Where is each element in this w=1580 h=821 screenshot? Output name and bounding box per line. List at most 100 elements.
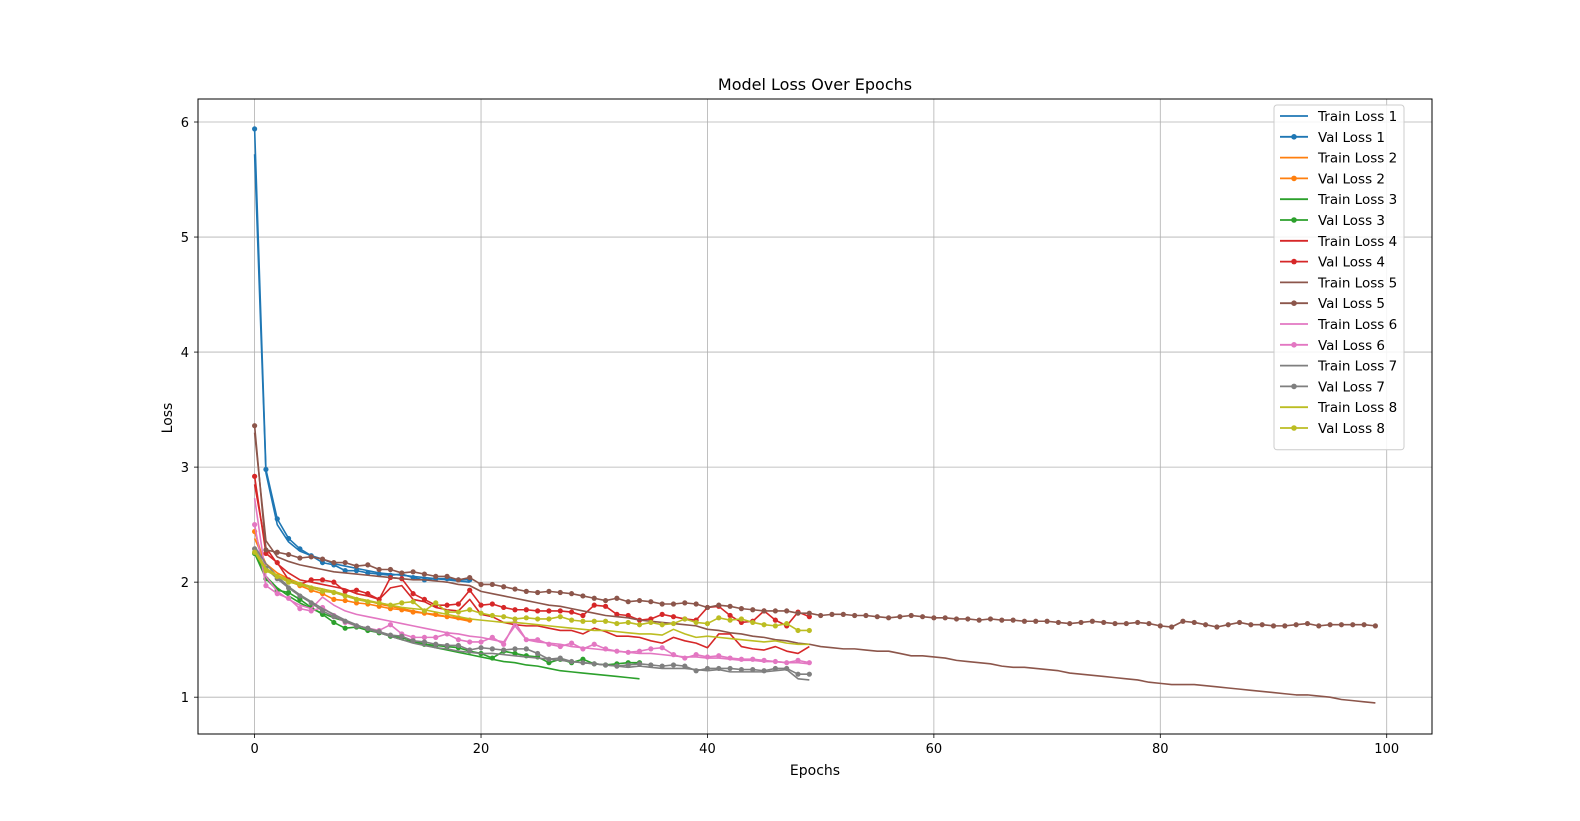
data-point <box>750 656 756 662</box>
data-point <box>716 602 722 608</box>
data-point <box>512 646 518 652</box>
data-point <box>512 650 518 657</box>
data-point <box>636 597 643 604</box>
data-point <box>285 595 292 601</box>
data-point <box>274 591 280 597</box>
legend-item: Val Loss 3 <box>1280 213 1385 229</box>
data-point <box>591 641 597 647</box>
data-point <box>501 604 507 611</box>
data-point <box>670 601 677 607</box>
data-point <box>376 571 382 577</box>
data-point <box>319 577 326 583</box>
data-point <box>455 577 461 583</box>
data-point <box>308 600 314 606</box>
data-point <box>761 608 767 614</box>
data-point <box>263 547 269 553</box>
data-point <box>489 601 495 607</box>
data-point <box>1078 619 1084 626</box>
data-point <box>976 617 982 623</box>
legend-swatch-marker <box>1291 300 1297 307</box>
data-point <box>625 662 631 668</box>
data-point <box>693 619 699 626</box>
data-point <box>568 617 575 623</box>
series-line <box>253 425 1376 628</box>
data-point <box>863 612 869 619</box>
data-point <box>421 608 428 614</box>
legend-item: Val Loss 5 <box>1280 296 1385 312</box>
data-point <box>523 607 529 613</box>
data-point <box>591 595 597 601</box>
data-point <box>772 658 778 665</box>
data-point <box>376 566 382 573</box>
data-point <box>1372 623 1378 629</box>
data-point <box>682 663 688 669</box>
data-point <box>365 562 371 568</box>
data-point <box>659 663 665 669</box>
data-point <box>806 671 812 677</box>
data-point <box>331 579 337 585</box>
data-point <box>761 622 767 628</box>
data-point <box>784 620 790 627</box>
data-point <box>919 614 926 620</box>
data-point <box>399 633 405 639</box>
data-point <box>591 602 597 608</box>
data-point <box>467 647 473 653</box>
data-point <box>535 608 541 614</box>
data-point <box>818 612 824 619</box>
data-point <box>795 627 801 634</box>
x-tick-label: 40 <box>699 742 716 757</box>
x-axis-label: Epochs <box>790 763 840 779</box>
data-point <box>1146 620 1152 627</box>
data-point <box>636 661 643 667</box>
data-point <box>365 591 371 597</box>
legend-label: Val Loss 8 <box>1318 421 1385 437</box>
legend-item: Val Loss 7 <box>1280 379 1385 395</box>
data-point <box>285 579 292 585</box>
data-point <box>772 623 778 629</box>
data-point <box>399 600 405 606</box>
data-point <box>852 612 858 619</box>
data-point <box>580 618 586 624</box>
data-point <box>274 549 280 555</box>
data-point <box>557 655 563 661</box>
ticks: 0 20 40 60 80 100 1 2 3 4 5 6 <box>181 116 1399 757</box>
data-point <box>670 620 677 627</box>
data-point <box>274 573 280 580</box>
series-layer <box>252 126 1378 704</box>
data-point <box>478 602 484 608</box>
data-point <box>636 622 643 628</box>
legend-item: Train Loss 8 <box>1280 400 1397 416</box>
data-point <box>285 585 292 591</box>
data-point <box>1101 619 1107 626</box>
plot-frame <box>197 98 1433 735</box>
data-point <box>410 599 416 605</box>
data-point <box>659 622 665 628</box>
data-point <box>478 645 484 651</box>
data-point <box>659 601 665 607</box>
data-point <box>297 593 303 599</box>
data-point <box>478 610 484 616</box>
data-point <box>501 584 507 590</box>
series-line <box>253 432 1376 704</box>
data-point <box>331 589 337 596</box>
y-tick-label: 3 <box>181 461 189 476</box>
data-point <box>353 587 360 593</box>
data-point <box>1282 623 1288 629</box>
data-point <box>297 546 303 552</box>
legend-swatch-marker <box>1291 383 1297 390</box>
y-axis-label: Loss <box>160 403 176 434</box>
data-point <box>331 596 337 603</box>
legend-label: Val Loss 2 <box>1318 171 1385 187</box>
data-point <box>614 611 620 617</box>
data-point <box>580 660 586 666</box>
data-point <box>342 597 348 604</box>
data-point <box>455 642 461 649</box>
legend-label: Val Loss 6 <box>1318 338 1385 354</box>
data-point <box>1021 618 1028 624</box>
data-point <box>387 622 394 628</box>
data-point <box>331 559 337 566</box>
data-point <box>535 616 541 622</box>
series-line <box>253 498 810 665</box>
data-point <box>421 596 428 603</box>
data-point <box>659 611 665 617</box>
